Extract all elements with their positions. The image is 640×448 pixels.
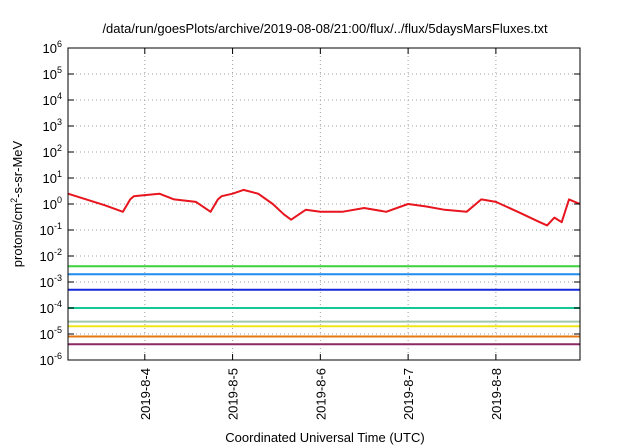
y-tick-label: 103 <box>43 117 62 134</box>
x-tick-label: 2019-8-8 <box>489 368 504 420</box>
y-tick-label: 105 <box>43 65 62 82</box>
x-tick-label: 2019-8-7 <box>401 368 416 420</box>
y-tick-label: 10-1 <box>40 221 62 238</box>
series-group <box>67 188 581 346</box>
y-tick-label: 10-6 <box>40 351 62 368</box>
y-grid <box>68 47 580 361</box>
y-tick-label: 10-5 <box>40 325 62 342</box>
x-ticks: 2019-8-4 2019-8-5 2019-8-6 2019-8-7 2019-8-8 <box>138 48 504 420</box>
x-axis-label: Coordinated Universal Time (UTC) <box>225 430 424 445</box>
y-ticks: 10-6 10-5 10-4 10-3 10-2 10-1 100 101 102 103 104 1… <box>40 39 580 368</box>
x-tick-label: 2019-8-4 <box>138 368 153 420</box>
x-tick-label: 2019-8-6 <box>313 368 328 420</box>
series-0-line <box>67 188 581 227</box>
y-axis-label: protons/cm2-s-sr-MeV <box>9 140 25 267</box>
y-tick-label: 10-4 <box>40 299 62 316</box>
y-tick-label: 102 <box>43 143 62 160</box>
y-tick-label: 10-3 <box>40 273 62 290</box>
y-tick-label: 10-2 <box>40 247 62 264</box>
chart-title: /data/run/goesPlots/archive/2019-08-08/2… <box>102 21 548 36</box>
x-tick-label: 2019-8-5 <box>226 368 241 420</box>
y-tick-label: 106 <box>43 39 62 56</box>
y-tick-label: 101 <box>43 169 62 186</box>
y-tick-label: 100 <box>43 195 62 212</box>
y-tick-label: 104 <box>43 91 62 108</box>
